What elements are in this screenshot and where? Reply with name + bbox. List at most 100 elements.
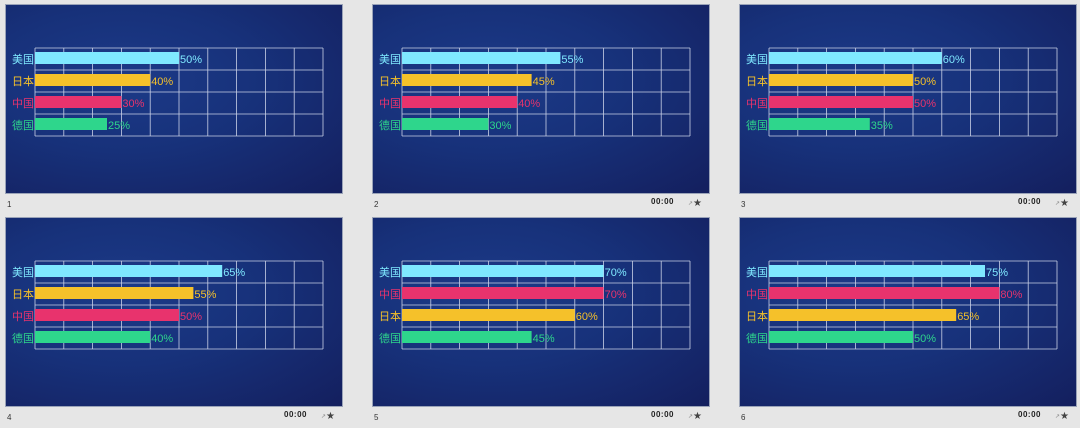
bar	[35, 52, 179, 64]
bar	[769, 331, 913, 343]
bar	[769, 74, 913, 86]
slide-canvas[interactable]: 美国 60% 日本 50% 中国 50% 德国 35%	[739, 4, 1077, 194]
category-label: 美国	[12, 53, 34, 66]
value-label: 50%	[914, 333, 936, 345]
category-label: 中国	[12, 97, 34, 110]
category-label: 德国	[746, 118, 768, 132]
bar	[35, 287, 194, 299]
category-label: 德国	[746, 331, 768, 345]
slide-timing: 00:00	[1018, 197, 1041, 206]
slide-thumbnail[interactable]: 美国 50% 日本 40% 中国 30% 德国 25% 1	[5, 4, 343, 214]
slide-thumbnail[interactable]: 美国 55% 日本 45% 中国 40% 德国 30% 2 00:00 ↗★	[372, 4, 710, 214]
bar	[402, 265, 604, 277]
bar-chart: 美国 50% 日本 40% 中国 30% 德国 25%	[12, 47, 324, 137]
value-label: 35%	[871, 120, 893, 132]
value-label: 50%	[180, 54, 202, 66]
slide-canvas[interactable]: 美国 65% 日本 55% 中国 50% 德国 40%	[5, 217, 343, 407]
value-label: 30%	[122, 98, 144, 110]
category-label: 日本	[12, 74, 34, 88]
category-label: 日本	[746, 74, 768, 88]
value-label: 75%	[986, 267, 1008, 279]
transition-star-icon[interactable]: ↗★	[688, 411, 702, 422]
value-label: 60%	[576, 311, 598, 323]
category-label: 美国	[12, 266, 34, 279]
slide-thumbnail[interactable]: 美国 60% 日本 50% 中国 50% 德国 35% 3 00:00 ↗★	[739, 4, 1077, 214]
slide-number: 1	[7, 200, 12, 209]
category-label: 德国	[379, 118, 401, 132]
category-label: 德国	[12, 118, 34, 132]
bar	[769, 96, 913, 108]
slide-canvas[interactable]: 美国 55% 日本 45% 中国 40% 德国 30%	[372, 4, 710, 194]
value-label: 80%	[1000, 289, 1022, 301]
slide-timing: 00:00	[651, 410, 674, 419]
slide-thumbnail[interactable]: 美国 75% 中国 80% 日本 65% 德国 50% 6 00:00 ↗★	[739, 217, 1077, 427]
bar	[35, 331, 151, 343]
slide-number: 4	[7, 413, 12, 422]
bar	[769, 287, 1000, 299]
bar	[35, 265, 223, 277]
value-label: 40%	[518, 98, 540, 110]
category-label: 日本	[379, 309, 401, 323]
slide-thumbnail[interactable]: 美国 65% 日本 55% 中国 50% 德国 40% 4 00:00 ↗★	[5, 217, 343, 427]
bar	[769, 118, 870, 130]
bar	[402, 331, 532, 343]
bar	[402, 74, 532, 86]
value-label: 65%	[957, 311, 979, 323]
bar-chart: 美国 75% 中国 80% 日本 65% 德国 50%	[746, 260, 1058, 350]
value-label: 50%	[914, 76, 936, 88]
category-label: 中国	[746, 288, 768, 301]
slide-number: 6	[741, 413, 746, 422]
bar-chart: 美国 70% 中国 70% 日本 60% 德国 45%	[379, 260, 691, 350]
bar	[769, 309, 957, 321]
transition-star-icon[interactable]: ↗★	[688, 198, 702, 209]
category-label: 中国	[746, 97, 768, 110]
slide-number: 2	[374, 200, 379, 209]
category-label: 日本	[746, 309, 768, 323]
value-label: 70%	[605, 267, 627, 279]
bar	[769, 265, 985, 277]
value-label: 45%	[533, 76, 555, 88]
bar	[402, 96, 518, 108]
bar	[402, 287, 604, 299]
transition-star-icon[interactable]: ↗★	[1055, 198, 1069, 209]
value-label: 55%	[194, 289, 216, 301]
value-label: 70%	[605, 289, 627, 301]
category-label: 中国	[379, 288, 401, 301]
slide-timing: 00:00	[284, 410, 307, 419]
value-label: 50%	[180, 311, 202, 323]
bar	[402, 309, 575, 321]
bar-chart: 美国 65% 日本 55% 中国 50% 德国 40%	[12, 260, 324, 350]
slide-thumbnail[interactable]: 美国 70% 中国 70% 日本 60% 德国 45% 5 00:00 ↗★	[372, 217, 710, 427]
category-label: 美国	[379, 266, 401, 279]
category-label: 德国	[379, 331, 401, 345]
value-label: 60%	[943, 54, 965, 66]
slide-timing: 00:00	[1018, 410, 1041, 419]
bar	[35, 96, 122, 108]
category-label: 日本	[379, 74, 401, 88]
value-label: 30%	[489, 120, 511, 132]
category-label: 美国	[746, 53, 768, 66]
slide-canvas[interactable]: 美国 75% 中国 80% 日本 65% 德国 50%	[739, 217, 1077, 407]
bar	[402, 118, 489, 130]
category-label: 美国	[746, 266, 768, 279]
category-label: 美国	[379, 53, 401, 66]
bar	[35, 74, 151, 86]
bar-chart: 美国 55% 日本 45% 中国 40% 德国 30%	[379, 47, 691, 137]
slide-number: 3	[741, 200, 746, 209]
bar	[402, 52, 561, 64]
slide-canvas[interactable]: 美国 70% 中国 70% 日本 60% 德国 45%	[372, 217, 710, 407]
value-label: 40%	[151, 333, 173, 345]
category-label: 中国	[379, 97, 401, 110]
value-label: 50%	[914, 98, 936, 110]
category-label: 中国	[12, 310, 34, 323]
slide-canvas[interactable]: 美国 50% 日本 40% 中国 30% 德国 25%	[5, 4, 343, 194]
value-label: 65%	[223, 267, 245, 279]
transition-star-icon[interactable]: ↗★	[321, 411, 335, 422]
category-label: 日本	[12, 287, 34, 301]
value-label: 40%	[151, 76, 173, 88]
category-label: 德国	[12, 331, 34, 345]
bar	[35, 309, 179, 321]
value-label: 55%	[561, 54, 583, 66]
transition-star-icon[interactable]: ↗★	[1055, 411, 1069, 422]
bar-chart: 美国 60% 日本 50% 中国 50% 德国 35%	[746, 47, 1058, 137]
